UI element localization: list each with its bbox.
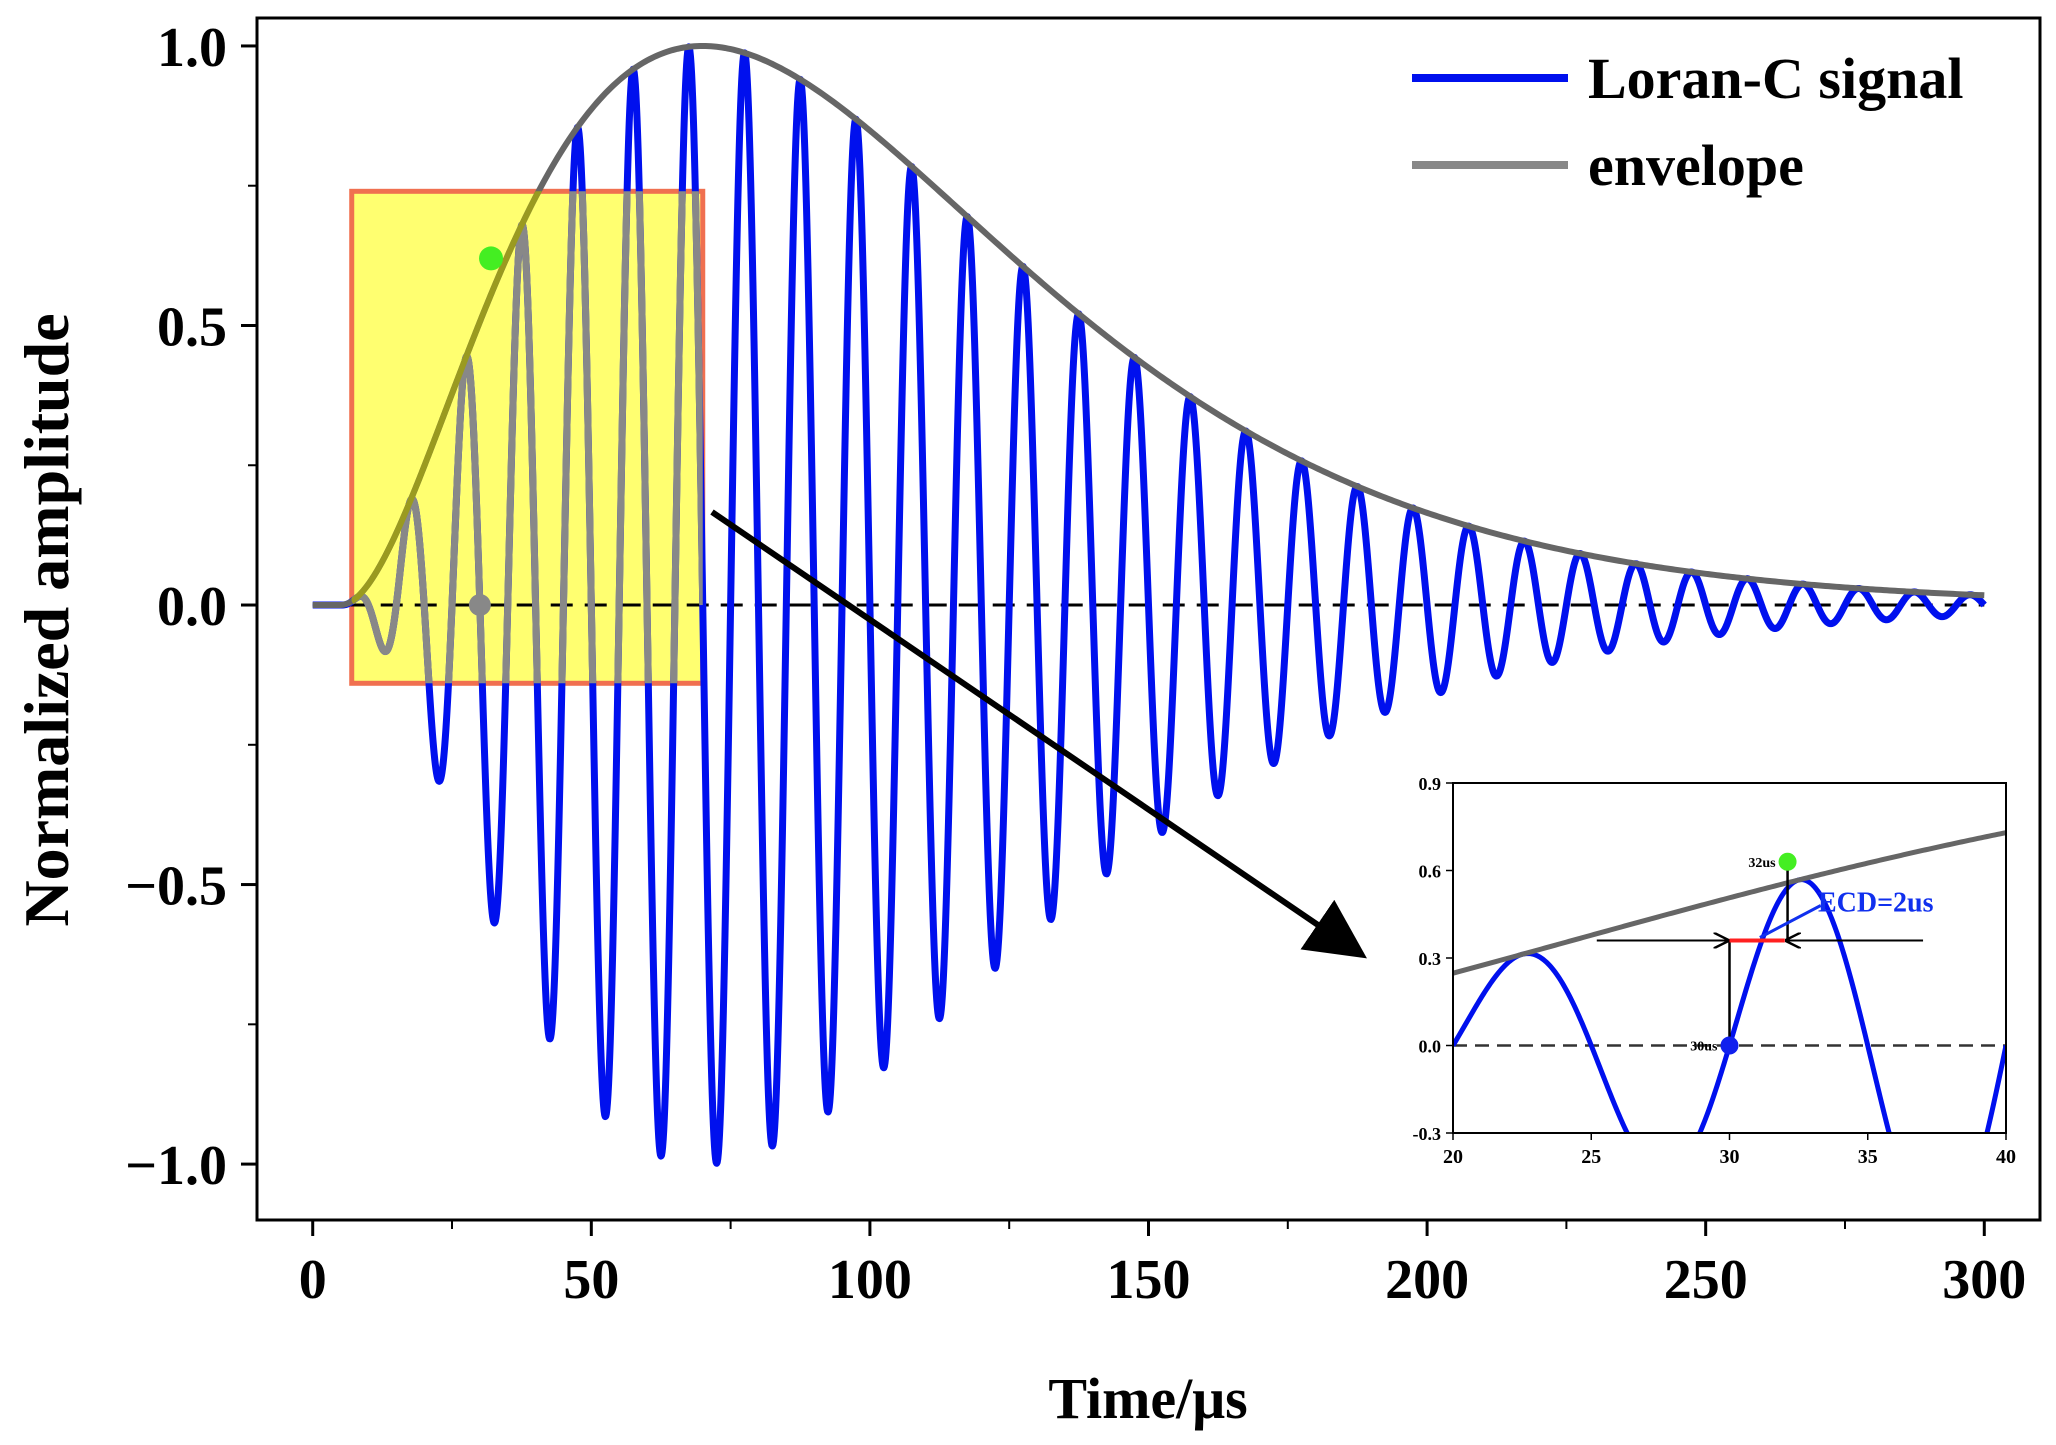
- inset-series-envelope: [1453, 830, 2006, 976]
- x-tick-label: 150: [1107, 1249, 1191, 1311]
- inset-marker-30us: [1720, 1036, 1739, 1055]
- series-line-envelope-highlighted: [351, 191, 542, 604]
- legend: Loran-C signal envelope: [1412, 46, 1963, 198]
- inset-y-tick-label: 0.0: [1419, 1037, 1442, 1057]
- legend-label-envelope: envelope: [1588, 133, 1804, 198]
- ecd-pointer: [1759, 904, 1822, 939]
- x-axis-label: Time/μs: [1048, 1366, 1247, 1431]
- y-tick-label: 0.5: [157, 296, 227, 358]
- x-tick-label: 100: [828, 1249, 912, 1311]
- inset-marker-32us: [1778, 852, 1797, 871]
- inset-label-32us: 32us: [1748, 856, 1776, 871]
- inset-x-tick-label: 20: [1443, 1146, 1463, 1168]
- x-tick-label: 300: [1942, 1249, 2026, 1311]
- inset-label-30us: 30us: [1690, 1040, 1718, 1055]
- x-tick-label: 200: [1385, 1249, 1469, 1311]
- y-tick-label: 1.0: [157, 17, 227, 79]
- inset-x-tick-label: 30: [1720, 1146, 1740, 1168]
- x-axis-ticks: 0 50 100 150 200 250 300: [299, 1220, 2026, 1311]
- inset-x-tick-label: 40: [1996, 1146, 2016, 1168]
- inset-y-tick-label: -0.3: [1413, 1124, 1442, 1144]
- inset-x-tick-label: 35: [1858, 1146, 1878, 1168]
- legend-label-loran-c-signal: Loran-C signal: [1588, 46, 1963, 111]
- inset-y-tick-label: 0.3: [1419, 949, 1442, 969]
- marker-32us: [479, 246, 504, 271]
- y-axis-label: Normalized amplitude: [11, 313, 82, 926]
- x-tick-label: 0: [299, 1249, 327, 1311]
- inset-y-tick-label: 0.9: [1419, 774, 1442, 794]
- inset-chart: 20 25 30 35 40 -0.3 0.0 0.3 0.6 0.9 ECD=2us 32us…: [1413, 774, 2017, 1168]
- series-line-envelope: [312, 42, 1985, 609]
- inset-x-tick-label: 25: [1581, 1146, 1601, 1168]
- marker-30us: [468, 594, 491, 617]
- inset-x-ticks: 20 25 30 35 40: [1443, 1133, 2016, 1168]
- y-tick-label: −0.5: [125, 856, 227, 918]
- y-tick-label: −1.0: [125, 1135, 227, 1197]
- inset-y-tick-label: 0.6: [1419, 862, 1442, 882]
- x-tick-label: 50: [563, 1249, 619, 1311]
- zoom-arrow: [710, 509, 1367, 959]
- y-axis-ticks: −1.0 −0.5 0.0 0.5 1.0: [125, 17, 257, 1197]
- y-tick-label: 0.0: [157, 576, 227, 638]
- inset-y-ticks: -0.3 0.0 0.3 0.6 0.9: [1413, 774, 1453, 1144]
- x-tick-label: 250: [1664, 1249, 1748, 1311]
- ecd-annotation: ECD=2us: [1818, 887, 1934, 918]
